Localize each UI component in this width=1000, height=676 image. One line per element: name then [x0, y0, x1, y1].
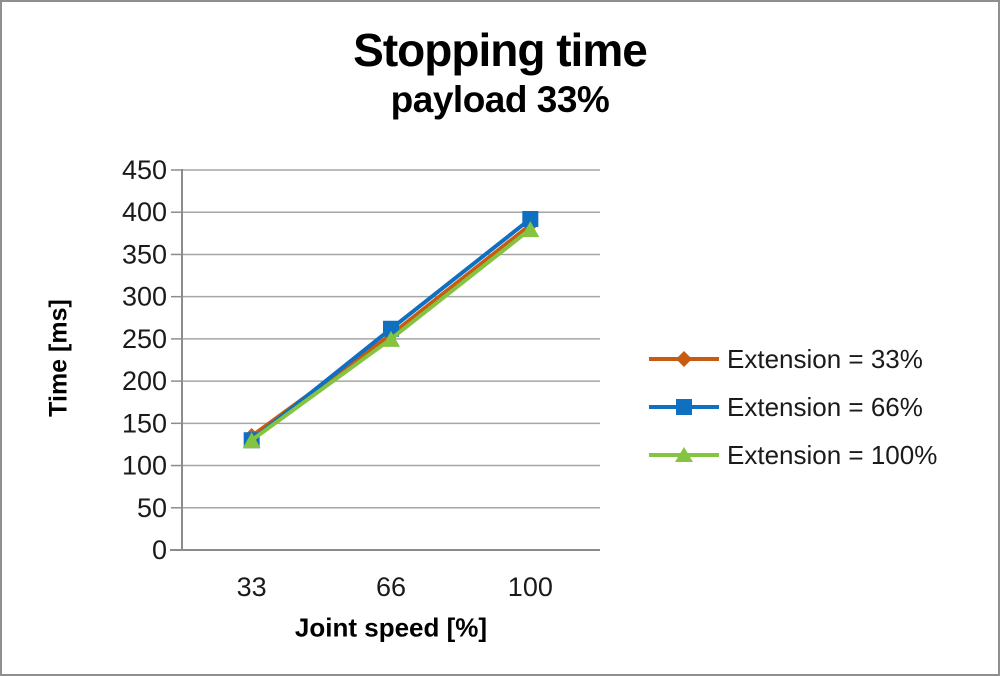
legend-label: Extension = 33% [727, 343, 923, 374]
x-axis-title: Joint speed [%] [294, 612, 488, 643]
y-tick-label: 400 [122, 197, 167, 227]
legend-marker-diamond-icon [649, 351, 719, 367]
chart-subtitle: payload 33% [390, 79, 610, 120]
legend-item-extension-66: Extension = 66% [648, 383, 937, 431]
x-tick-label: 33 [237, 572, 267, 602]
x-tick-label: 100 [508, 572, 553, 602]
y-tick-label: 150 [122, 408, 167, 438]
y-tick-label: 100 [122, 451, 167, 481]
x-tick-label: 66 [376, 572, 406, 602]
marker-square [383, 320, 399, 337]
y-tick-label: 50 [137, 493, 167, 523]
legend-marker-triangle-icon [649, 447, 719, 462]
y-tick-label: 450 [122, 155, 167, 185]
y-tick-label: 350 [122, 239, 167, 269]
y-tick-label: 200 [122, 366, 167, 396]
legend-marker-square-icon [649, 399, 719, 415]
y-tick-label: 0 [152, 535, 167, 565]
marker-triangle [521, 221, 540, 238]
y-tick-label: 250 [122, 324, 167, 354]
legend-label: Extension = 66% [727, 391, 923, 422]
chart-header: Stopping time payload 33% [2, 22, 998, 122]
marker-triangle [242, 432, 261, 449]
y-tick-label: 300 [122, 282, 167, 312]
legend-label: Extension = 100% [727, 439, 938, 470]
legend-item-extension-100: Extension = 100% [648, 431, 937, 479]
marker-triangle [382, 330, 400, 347]
legend-item-extension-33: Extension = 33% [648, 335, 937, 383]
marker-square [522, 210, 539, 227]
legend: Extension = 33% Extension = 66% Extensio… [648, 335, 937, 479]
chart-title: Stopping time [353, 24, 648, 76]
